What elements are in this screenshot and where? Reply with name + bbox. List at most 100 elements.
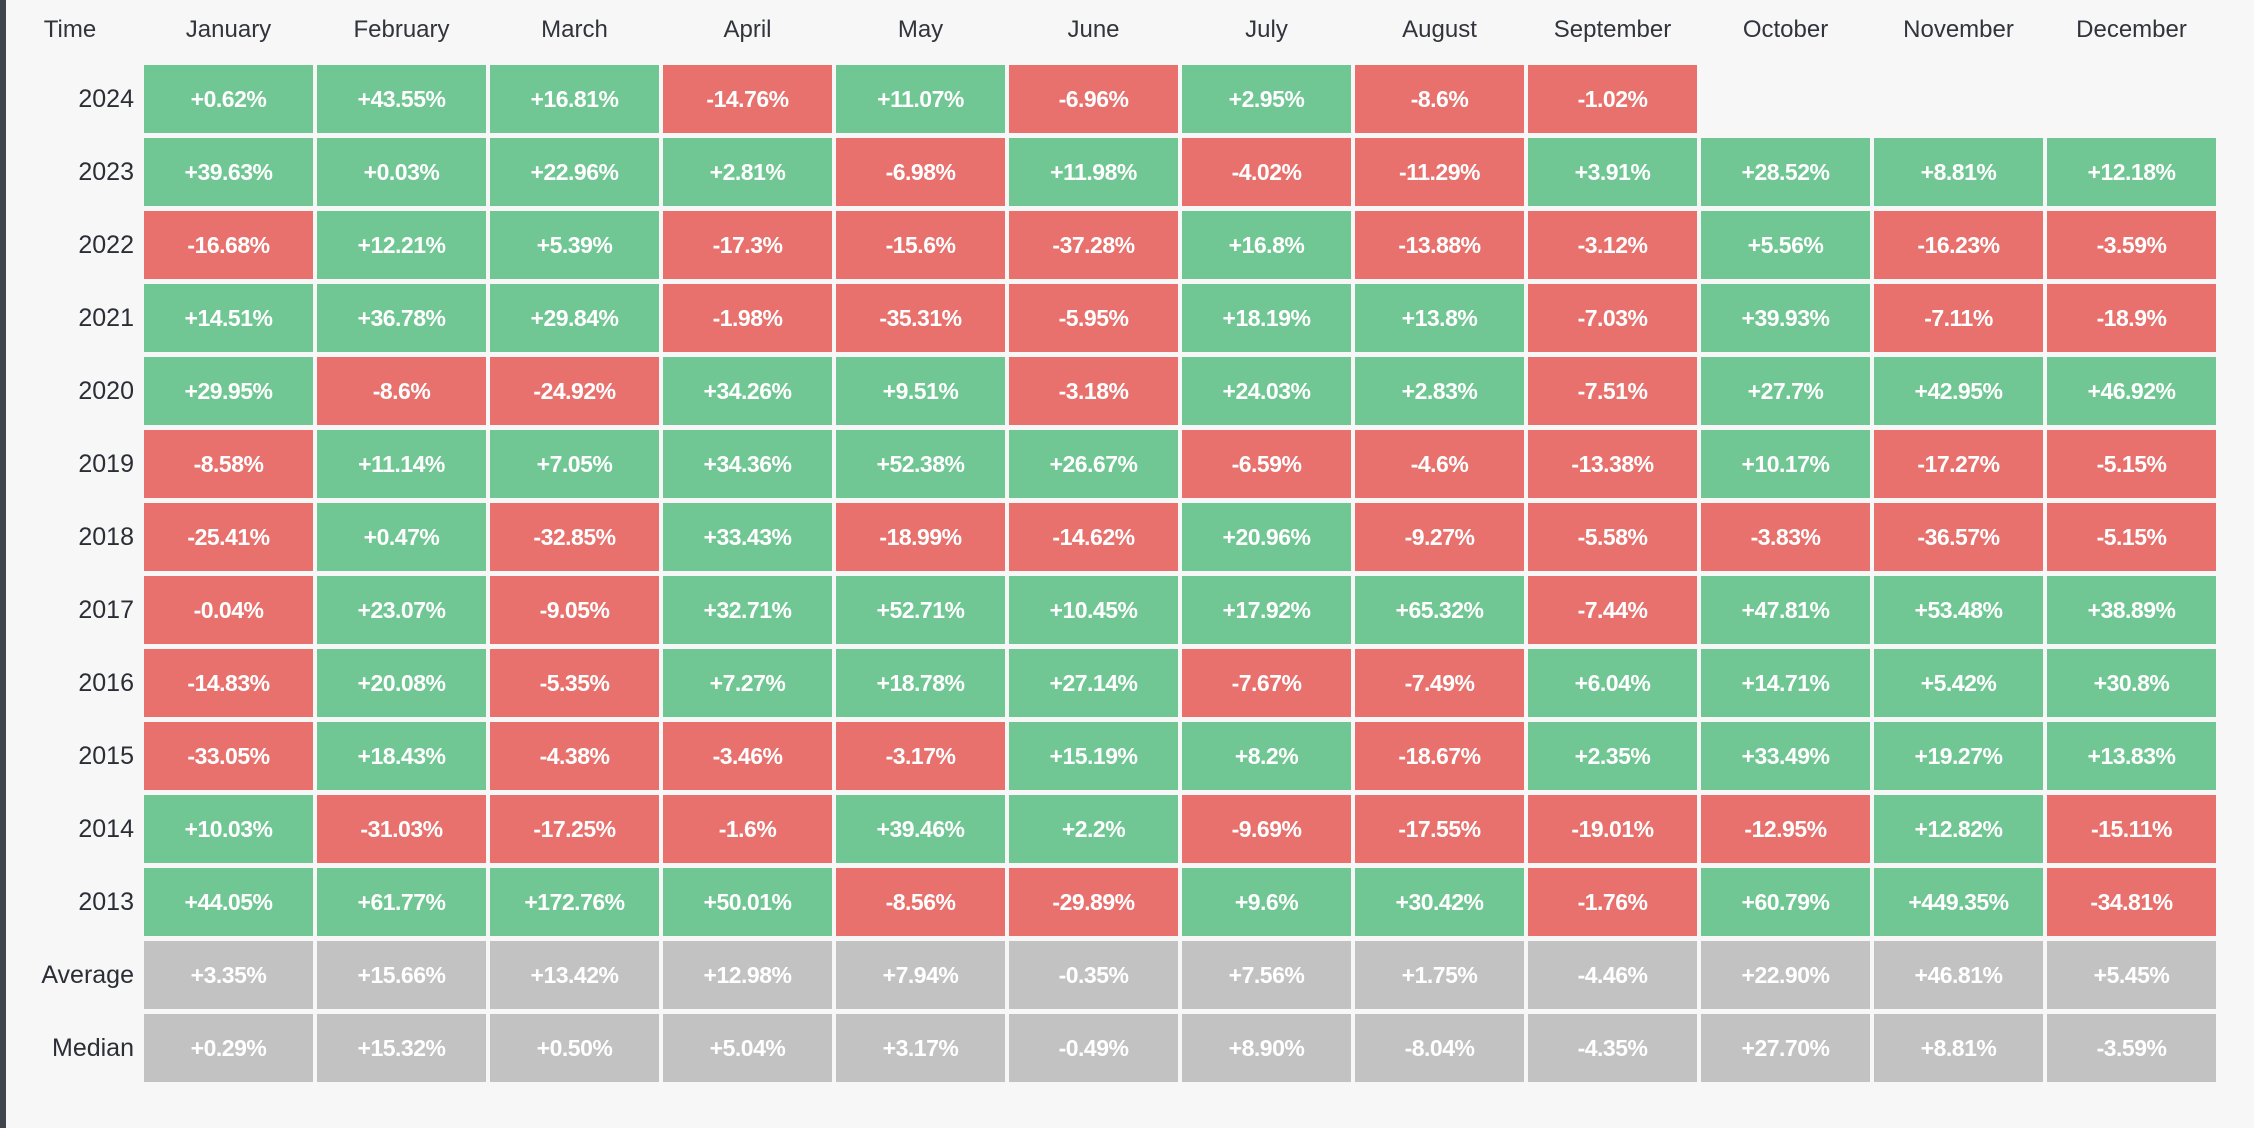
return-cell: +46.92%: [2047, 357, 2216, 425]
return-cell: -0.35%: [1009, 941, 1178, 1009]
return-cell: +44.05%: [144, 868, 313, 936]
return-cell: +24.03%: [1182, 357, 1351, 425]
return-cell: [1701, 65, 1870, 133]
return-cell: +2.35%: [1528, 722, 1697, 790]
return-cell: +0.29%: [144, 1014, 313, 1082]
row-label: 2021: [78, 303, 134, 332]
return-cell: +14.71%: [1701, 649, 1870, 717]
return-cell: -16.23%: [1874, 211, 2043, 279]
return-cell: -13.38%: [1528, 430, 1697, 498]
return-cell: +0.03%: [317, 138, 486, 206]
return-cell: -7.11%: [1874, 284, 2043, 352]
return-cell: -5.95%: [1009, 284, 1178, 352]
row-label: 2018: [78, 522, 134, 551]
month-header: November: [1903, 16, 2014, 43]
return-cell: +30.8%: [2047, 649, 2216, 717]
month-header: December: [2076, 16, 2187, 43]
month-header: April: [723, 16, 772, 43]
return-cell: -7.67%: [1182, 649, 1351, 717]
return-cell: +11.14%: [317, 430, 486, 498]
return-cell: +172.76%: [490, 868, 659, 936]
return-cell: -19.01%: [1528, 795, 1697, 863]
return-cell: +39.46%: [836, 795, 1005, 863]
return-cell: +3.35%: [144, 941, 313, 1009]
return-cell: +53.48%: [1874, 576, 2043, 644]
return-cell: +8.81%: [1874, 1014, 2043, 1082]
return-cell: -3.59%: [2047, 211, 2216, 279]
return-cell: -12.95%: [1701, 795, 1870, 863]
return-cell: +18.78%: [836, 649, 1005, 717]
return-cell: -34.81%: [2047, 868, 2216, 936]
return-cell: +13.42%: [490, 941, 659, 1009]
return-cell: -9.05%: [490, 576, 659, 644]
return-cell: -4.02%: [1182, 138, 1351, 206]
return-cell: +7.56%: [1182, 941, 1351, 1009]
return-cell: +7.27%: [663, 649, 832, 717]
return-cell: -32.85%: [490, 503, 659, 571]
return-cell: -7.49%: [1355, 649, 1524, 717]
return-cell: -29.89%: [1009, 868, 1178, 936]
return-cell: -13.88%: [1355, 211, 1524, 279]
return-cell: -4.35%: [1528, 1014, 1697, 1082]
return-cell: +0.47%: [317, 503, 486, 571]
return-cell: -31.03%: [317, 795, 486, 863]
return-cell: -6.96%: [1009, 65, 1178, 133]
return-cell: +28.52%: [1701, 138, 1870, 206]
return-cell: -3.46%: [663, 722, 832, 790]
return-cell: -3.12%: [1528, 211, 1697, 279]
return-cell: -1.6%: [663, 795, 832, 863]
return-cell: +17.92%: [1182, 576, 1351, 644]
month-header: May: [897, 16, 944, 43]
row-label: 2017: [78, 595, 134, 624]
return-cell: +9.6%: [1182, 868, 1351, 936]
return-cell: +52.38%: [836, 430, 1005, 498]
return-cell: -17.25%: [490, 795, 659, 863]
return-cell: -5.15%: [2047, 503, 2216, 571]
return-cell: +14.51%: [144, 284, 313, 352]
return-cell: +3.91%: [1528, 138, 1697, 206]
return-cell: +29.84%: [490, 284, 659, 352]
return-cell: +20.08%: [317, 649, 486, 717]
row-label: 2022: [78, 230, 134, 259]
return-cell: -14.62%: [1009, 503, 1178, 571]
left-edge-panel-sliver: [0, 0, 6, 1128]
month-header: February: [353, 16, 450, 43]
return-cell: -5.58%: [1528, 503, 1697, 571]
return-cell: -7.51%: [1528, 357, 1697, 425]
return-cell: -8.6%: [1355, 65, 1524, 133]
return-cell: +30.42%: [1355, 868, 1524, 936]
return-cell: +10.45%: [1009, 576, 1178, 644]
return-cell: +3.17%: [836, 1014, 1005, 1082]
return-cell: -7.44%: [1528, 576, 1697, 644]
return-cell: +61.77%: [317, 868, 486, 936]
return-cell: +65.32%: [1355, 576, 1524, 644]
return-cell: +8.81%: [1874, 138, 2043, 206]
return-cell: -37.28%: [1009, 211, 1178, 279]
return-cell: +16.8%: [1182, 211, 1351, 279]
return-cell: -9.69%: [1182, 795, 1351, 863]
return-cell: +18.43%: [317, 722, 486, 790]
return-cell: +27.7%: [1701, 357, 1870, 425]
return-cell: +42.95%: [1874, 357, 2043, 425]
return-cell: +23.07%: [317, 576, 486, 644]
return-cell: -17.3%: [663, 211, 832, 279]
return-cell: +22.96%: [490, 138, 659, 206]
monthly-returns-table: Time January February March April May June July…: [41, 16, 2216, 1082]
return-cell: -18.9%: [2047, 284, 2216, 352]
return-cell: -4.46%: [1528, 941, 1697, 1009]
return-cell: +6.04%: [1528, 649, 1697, 717]
return-cell: +38.89%: [2047, 576, 2216, 644]
return-cell: -8.6%: [317, 357, 486, 425]
return-cell: +2.81%: [663, 138, 832, 206]
return-cell: -6.98%: [836, 138, 1005, 206]
return-cell: -4.38%: [490, 722, 659, 790]
return-cell: +39.63%: [144, 138, 313, 206]
return-cell: [1874, 65, 2043, 133]
return-cell: +2.83%: [1355, 357, 1524, 425]
return-cell: -14.83%: [144, 649, 313, 717]
return-cell: -3.83%: [1701, 503, 1870, 571]
row-label: 2023: [78, 157, 134, 186]
return-cell: -15.11%: [2047, 795, 2216, 863]
return-cell: -17.27%: [1874, 430, 2043, 498]
return-cell: +15.19%: [1009, 722, 1178, 790]
